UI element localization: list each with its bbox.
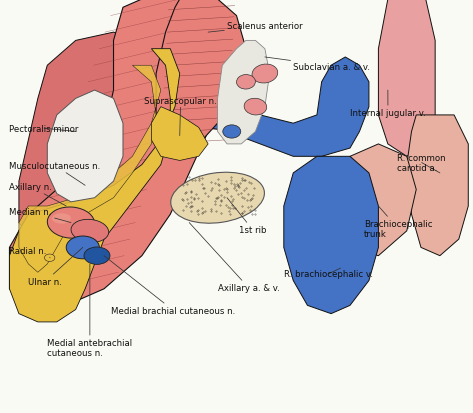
Text: Brachiocephalic
trunk: Brachiocephalic trunk bbox=[364, 206, 433, 239]
Text: Internal jugular v.: Internal jugular v. bbox=[350, 91, 426, 118]
Text: R. brachiocephalic v.: R. brachiocephalic v. bbox=[284, 268, 373, 279]
Polygon shape bbox=[9, 0, 236, 306]
Polygon shape bbox=[218, 41, 270, 145]
Polygon shape bbox=[19, 66, 161, 273]
Ellipse shape bbox=[252, 65, 278, 84]
Text: 1st rib: 1st rib bbox=[227, 198, 266, 235]
Polygon shape bbox=[66, 58, 369, 165]
Ellipse shape bbox=[244, 99, 267, 116]
Ellipse shape bbox=[236, 75, 255, 90]
Polygon shape bbox=[151, 107, 208, 161]
Polygon shape bbox=[336, 145, 416, 256]
Text: Scalenus anterior: Scalenus anterior bbox=[208, 22, 303, 33]
Polygon shape bbox=[378, 0, 435, 157]
Text: Axillary a. & v.: Axillary a. & v. bbox=[189, 223, 280, 292]
Text: R. common
carotid a.: R. common carotid a. bbox=[397, 154, 446, 173]
Text: Suprascopular n.: Suprascopular n. bbox=[144, 96, 217, 136]
Text: Ulnar n.: Ulnar n. bbox=[28, 248, 83, 286]
Polygon shape bbox=[156, 0, 246, 153]
Ellipse shape bbox=[66, 236, 99, 259]
Ellipse shape bbox=[84, 247, 110, 265]
Ellipse shape bbox=[47, 207, 95, 239]
Text: Medial brachial cutaneous n.: Medial brachial cutaneous n. bbox=[104, 256, 236, 315]
Ellipse shape bbox=[52, 214, 71, 224]
Text: Subclavian a. & v.: Subclavian a. & v. bbox=[265, 58, 370, 71]
Polygon shape bbox=[9, 50, 180, 322]
Text: Axillary n.: Axillary n. bbox=[9, 183, 66, 206]
Polygon shape bbox=[284, 157, 378, 314]
Ellipse shape bbox=[223, 126, 241, 139]
Polygon shape bbox=[19, 33, 180, 256]
Polygon shape bbox=[47, 91, 123, 202]
Polygon shape bbox=[407, 116, 468, 256]
Text: Pectoralis minor: Pectoralis minor bbox=[9, 124, 79, 133]
Ellipse shape bbox=[71, 220, 109, 243]
Ellipse shape bbox=[44, 254, 55, 262]
Text: Median n.: Median n. bbox=[9, 207, 71, 223]
Text: Medial antebrachial
cutaneous n.: Medial antebrachial cutaneous n. bbox=[47, 264, 132, 357]
Text: Musculocutaneous n.: Musculocutaneous n. bbox=[9, 161, 101, 186]
Ellipse shape bbox=[171, 173, 264, 224]
Text: Radial n.: Radial n. bbox=[9, 247, 50, 258]
